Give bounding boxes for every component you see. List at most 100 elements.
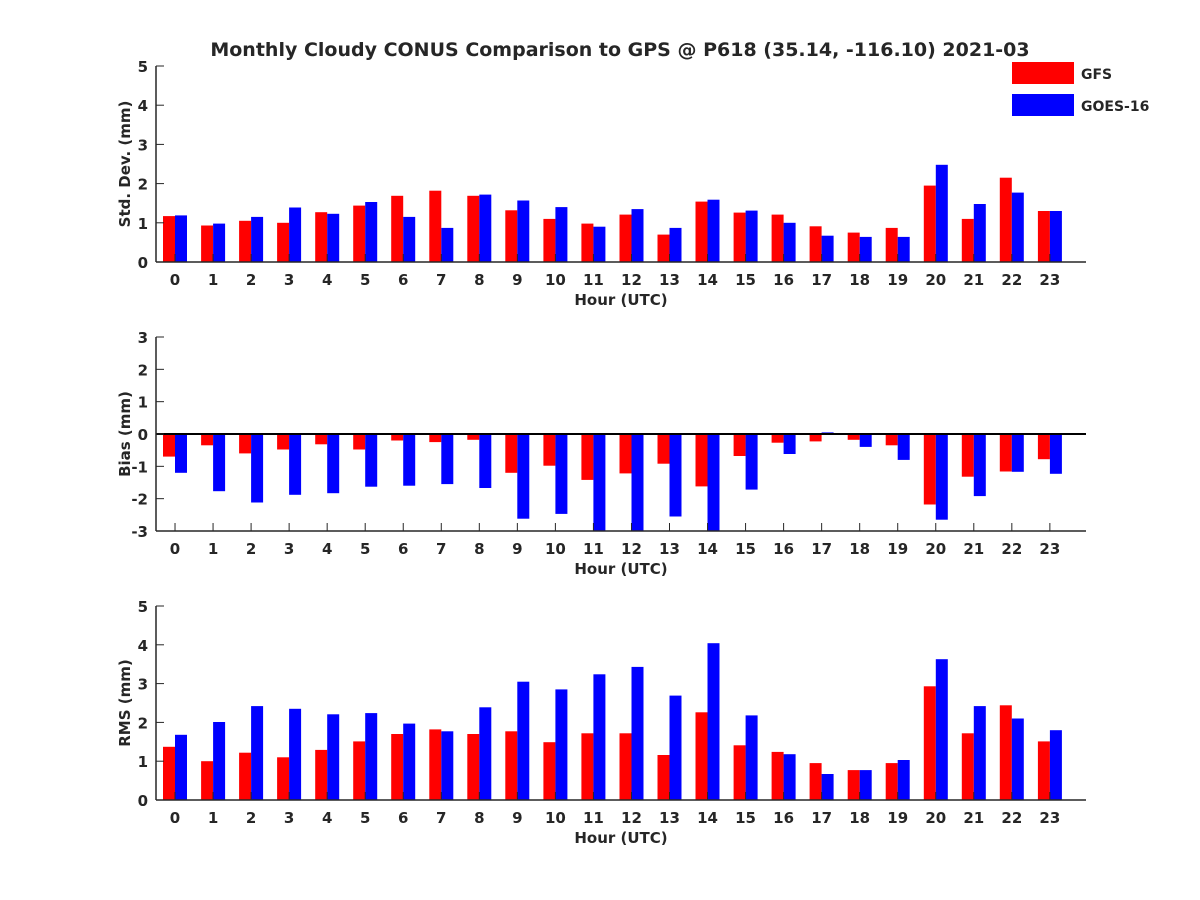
legend-label-goes16: GOES-16 <box>1081 99 1149 115</box>
bias-bar-gfs-4 <box>315 434 328 445</box>
stddev-bar-gfs-14 <box>695 201 708 262</box>
stddev-bar-goes16-0 <box>175 215 187 262</box>
rms-bar-goes16-17 <box>821 774 834 800</box>
stddev-x-tick-label: 0 <box>170 271 180 289</box>
stddev-x-axis-label: Hour (UTC) <box>574 291 667 309</box>
bias-y-tick-label: -3 <box>131 523 148 541</box>
rms-bar-gfs-4 <box>315 749 328 800</box>
bias-x-tick-label: 19 <box>887 540 908 558</box>
rms-x-tick-label: 15 <box>735 809 756 827</box>
stddev-bar-goes16-23 <box>1049 211 1062 262</box>
bias-bar-gfs-11 <box>581 434 594 480</box>
rms-x-tick-label: 8 <box>474 809 484 827</box>
bias-x-tick-label: 2 <box>246 540 256 558</box>
bias-bar-goes16-9 <box>517 434 530 519</box>
rms-bar-gfs-7 <box>429 729 442 800</box>
bias-bar-gfs-16 <box>771 434 784 443</box>
rms-x-tick-label: 22 <box>1001 809 1022 827</box>
rms-x-tick-label: 13 <box>659 809 680 827</box>
rms-bar-gfs-21 <box>961 733 974 800</box>
rms-bar-gfs-8 <box>467 734 480 800</box>
rms-bar-goes16-5 <box>365 713 378 800</box>
bias-bar-goes16-0 <box>175 434 187 473</box>
bias-bar-gfs-9 <box>505 434 518 473</box>
stddev-y-tick-label: 3 <box>138 136 148 154</box>
stddev-bar-gfs-5 <box>353 205 366 262</box>
bias-x-tick-label: 5 <box>360 540 370 558</box>
rms-bar-goes16-0 <box>175 734 187 800</box>
rms-x-tick-label: 18 <box>849 809 870 827</box>
stddev-bar-gfs-15 <box>733 212 746 262</box>
bias-x-tick-label: 0 <box>170 540 180 558</box>
rms-bar-goes16-8 <box>479 707 492 800</box>
stddev-bar-gfs-13 <box>657 234 670 262</box>
stddev-x-tick-label: 18 <box>849 271 870 289</box>
bias-bar-goes16-12 <box>631 434 644 531</box>
rms-bar-goes16-14 <box>707 643 720 800</box>
rms-bar-goes16-19 <box>897 760 910 800</box>
stddev-bar-gfs-8 <box>467 195 480 262</box>
stddev-bar-goes16-9 <box>517 200 530 262</box>
legend: GFS GOES-16 <box>1012 62 1149 116</box>
stddev-bar-gfs-16 <box>771 214 784 262</box>
rms-bar-gfs-11 <box>581 733 594 800</box>
stddev-y-axis-label: Std. Dev. (mm) <box>116 101 134 228</box>
stddev-x-tick-label: 4 <box>322 271 332 289</box>
stddev-y-tick-label: 5 <box>138 58 148 76</box>
rms-bar-goes16-16 <box>783 754 796 800</box>
bias-bar-goes16-4 <box>327 434 340 494</box>
bias-bar-gfs-7 <box>429 434 442 443</box>
stddev-bar-goes16-15 <box>745 210 758 262</box>
bias-x-tick-label: 17 <box>811 540 832 558</box>
stddev-bar-gfs-18 <box>847 232 860 262</box>
bias-bar-gfs-1 <box>201 434 214 446</box>
rms-bar-goes16-21 <box>973 706 986 800</box>
stddev-bar-gfs-19 <box>885 227 898 262</box>
rms-bar-gfs-17 <box>809 763 822 800</box>
bias-bar-gfs-3 <box>277 434 290 450</box>
bias-bar-gfs-13 <box>657 434 670 464</box>
stddev-bar-goes16-11 <box>593 226 606 262</box>
rms-bar-gfs-13 <box>657 755 670 800</box>
rms-x-tick-label: 16 <box>773 809 794 827</box>
stddev-x-tick-label: 1 <box>208 271 218 289</box>
stddev-y-tick-label: 1 <box>138 215 148 233</box>
rms-x-tick-label: 4 <box>322 809 332 827</box>
stddev-bar-gfs-20 <box>923 185 936 262</box>
rms-y-tick-label: 3 <box>138 676 148 694</box>
stddev-bar-gfs-4 <box>315 212 328 262</box>
rms-bar-gfs-10 <box>543 742 556 800</box>
stddev-x-tick-label: 2 <box>246 271 256 289</box>
rms-bar-gfs-6 <box>391 734 404 800</box>
bias-x-tick-label: 10 <box>545 540 566 558</box>
bias-y-tick-label: -1 <box>131 458 148 476</box>
rms-y-tick-label: 1 <box>138 753 148 771</box>
rms-x-tick-label: 10 <box>545 809 566 827</box>
stddev-bar-gfs-7 <box>429 190 442 262</box>
stddev-bar-goes16-16 <box>783 222 796 262</box>
rms-x-axis-label: Hour (UTC) <box>574 829 667 847</box>
bias-x-tick-label: 7 <box>436 540 446 558</box>
bias-bar-gfs-5 <box>353 434 366 450</box>
rms-x-tick-label: 6 <box>398 809 408 827</box>
bias-bar-gfs-12 <box>619 434 632 474</box>
bias-x-tick-label: 21 <box>963 540 984 558</box>
bias-x-tick-label: 13 <box>659 540 680 558</box>
legend-label-gfs: GFS <box>1081 67 1112 83</box>
bias-x-tick-label: 8 <box>474 540 484 558</box>
stddev-bar-gfs-1 <box>201 225 214 262</box>
bias-bar-goes16-21 <box>973 434 986 497</box>
bias-x-tick-label: 4 <box>322 540 332 558</box>
rms-bar-gfs-14 <box>695 712 708 800</box>
bias-x-tick-label: 20 <box>925 540 946 558</box>
bias-x-tick-label: 14 <box>697 540 718 558</box>
bias-x-tick-label: 3 <box>284 540 294 558</box>
rms-bar-gfs-23 <box>1037 741 1050 800</box>
rms-bar-goes16-3 <box>289 708 302 800</box>
bias-bar-gfs-6 <box>391 434 404 441</box>
stddev-bar-gfs-10 <box>543 218 556 262</box>
bias-bar-goes16-23 <box>1049 434 1062 474</box>
bias-x-tick-label: 18 <box>849 540 870 558</box>
stddev-bar-goes16-13 <box>669 227 682 262</box>
